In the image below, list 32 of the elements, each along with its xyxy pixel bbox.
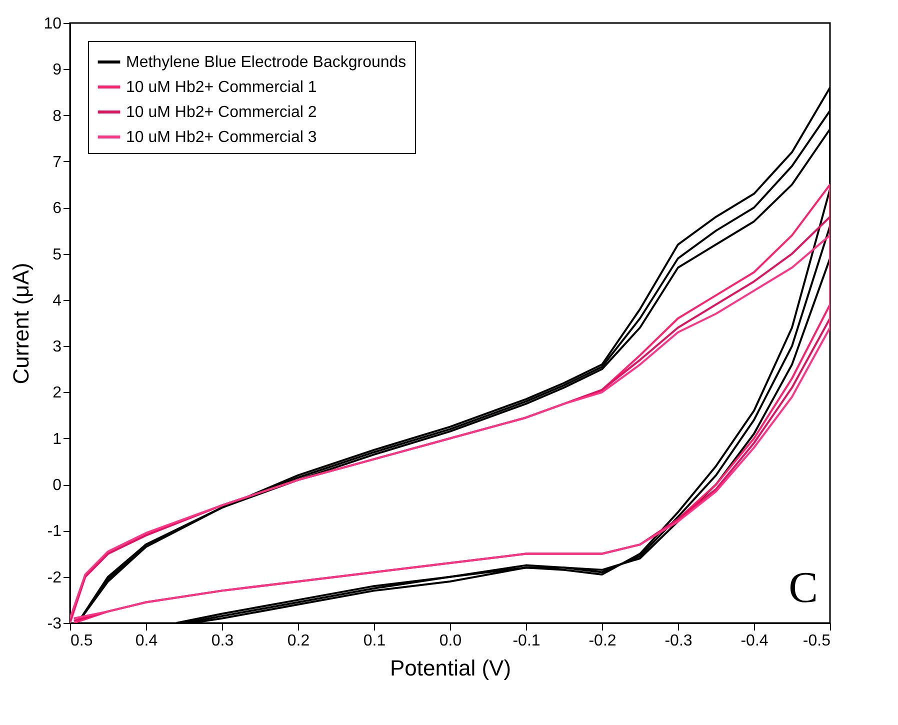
x-tick-label: 0.0	[439, 632, 462, 650]
x-tick-label: -0.5	[802, 632, 831, 650]
y-tick-label: 7	[52, 154, 62, 171]
x-tick-label: -0.3	[664, 632, 692, 650]
x-tick-label: 0.2	[287, 632, 310, 650]
x-tick-label: -0.2	[588, 632, 616, 650]
y-tick-label: -2	[47, 569, 62, 586]
y-tick-label: 4	[52, 292, 62, 310]
y-tick-label: 10	[44, 16, 62, 32]
y-tick-label: 3	[52, 338, 62, 356]
y-tick-label: 6	[52, 200, 62, 218]
x-axis-title: Potential (V)	[390, 656, 512, 680]
y-tick-label: 2	[52, 384, 62, 402]
legend-label: 10 uM Hb2+ Commercial 2	[126, 104, 317, 121]
y-tick-label: 0	[52, 477, 62, 494]
y-tick-label: 1	[52, 430, 62, 448]
x-tick-label: 0.5	[70, 632, 93, 650]
y-tick-label: -3	[47, 616, 62, 632]
y-axis-title: Current (μA)	[8, 262, 34, 384]
y-tick-label: 8	[52, 108, 62, 125]
annotation: C	[788, 563, 818, 612]
y-tick-label: -1	[47, 523, 62, 540]
legend-label: 10 uM Hb2+ Commercial 1	[126, 79, 317, 96]
x-tick-label: -0.4	[740, 632, 768, 650]
y-tick-label: 5	[52, 246, 62, 264]
x-tick-label: 0.3	[211, 632, 234, 650]
y-tick-label: 9	[52, 62, 62, 79]
legend-label: 10 uM Hb2+ Commercial 3	[126, 129, 317, 146]
x-tick-label: 0.4	[135, 632, 158, 650]
x-tick-label: 0.1	[363, 632, 386, 650]
x-tick-label: -0.1	[512, 632, 540, 650]
legend-label: Methylene Blue Electrode Backgrounds	[126, 54, 406, 71]
